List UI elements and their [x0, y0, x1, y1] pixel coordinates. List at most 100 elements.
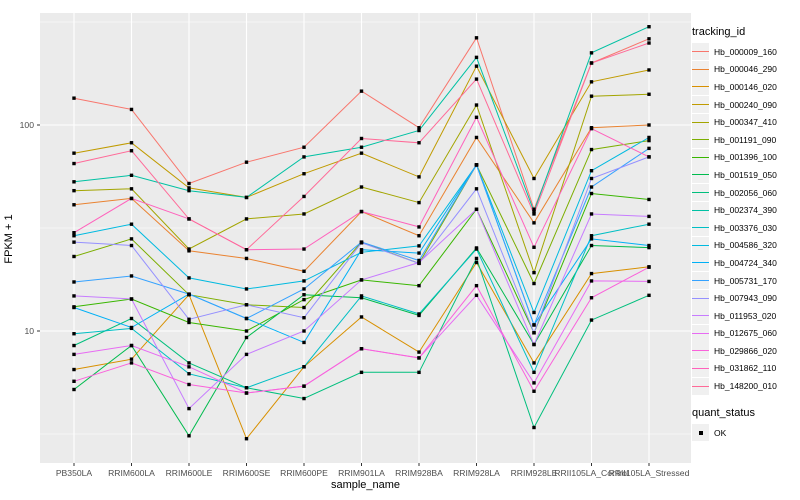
data-point — [129, 343, 134, 348]
data-point — [532, 212, 536, 216]
data-point — [302, 212, 306, 216]
legend-item-label: Hb_002374_390 — [714, 205, 777, 216]
data-point — [532, 281, 536, 286]
data-point — [417, 312, 421, 316]
data-point — [187, 188, 191, 193]
legend-item-label: Hb_004586_320 — [714, 240, 777, 251]
data-point — [417, 260, 421, 265]
data-point — [647, 279, 651, 284]
x-tick-label: RRIM600LE — [166, 468, 213, 478]
data-point — [244, 329, 249, 333]
data-point — [72, 332, 76, 336]
legend-key-icon — [692, 324, 709, 342]
data-point — [647, 37, 651, 41]
data-point — [302, 155, 306, 159]
data-point — [417, 128, 421, 133]
data-point — [589, 271, 594, 276]
data-point — [72, 234, 76, 238]
data-point — [532, 176, 536, 181]
data-point — [129, 149, 134, 153]
legend-key-icon — [692, 78, 709, 96]
data-point — [302, 145, 306, 149]
x-tick-label: RRIM928BA — [395, 468, 443, 478]
data-point — [129, 107, 134, 112]
data-point — [302, 396, 306, 401]
y-tick-label: 10 — [24, 326, 34, 336]
legend-item-Hb_000046_290: Hb_000046_290 — [692, 60, 800, 79]
data-point — [417, 283, 421, 288]
data-point — [302, 365, 306, 369]
data-point — [589, 234, 594, 238]
legend-item-Hb_000009_160: Hb_000009_160 — [692, 43, 800, 61]
data-point — [359, 278, 364, 282]
data-point — [647, 214, 651, 219]
data-point — [129, 196, 134, 201]
data-point — [417, 141, 421, 145]
data-point — [589, 243, 594, 248]
data-point — [474, 207, 479, 211]
data-point — [589, 296, 594, 300]
legend-line-sample — [692, 262, 709, 264]
legend-key-icon — [692, 289, 709, 307]
data-point — [129, 141, 134, 145]
data-point — [72, 387, 76, 392]
legend-key-icon — [692, 307, 709, 325]
data-point — [647, 138, 651, 143]
data-point — [72, 254, 76, 259]
data-point — [359, 248, 364, 252]
data-point — [647, 135, 651, 140]
data-point — [647, 245, 651, 250]
data-point — [129, 316, 134, 321]
quant-status-key — [692, 424, 709, 442]
legend-line-sample — [692, 367, 709, 369]
data-point — [647, 155, 651, 159]
data-point — [72, 161, 76, 166]
data-point — [244, 391, 249, 395]
data-point — [187, 320, 191, 325]
legend-item-label: Hb_000240_090 — [714, 99, 777, 110]
data-point — [244, 217, 249, 221]
legend-key-icon — [692, 60, 709, 78]
data-point — [417, 350, 421, 354]
legend-item-Hb_003376_030: Hb_003376_030 — [692, 219, 800, 237]
data-point — [532, 245, 536, 249]
data-point — [72, 305, 76, 310]
data-point — [417, 200, 421, 205]
data-point — [532, 310, 536, 315]
data-point — [187, 181, 191, 186]
data-point — [187, 186, 191, 190]
legend-item-ok: OK — [692, 424, 800, 442]
legend-item-Hb_001519_050: Hb_001519_050 — [692, 166, 800, 184]
data-point — [474, 103, 479, 107]
data-point — [532, 381, 536, 385]
data-point — [302, 293, 306, 297]
legend-line-sample — [692, 332, 709, 334]
data-point — [474, 163, 479, 167]
data-point — [72, 240, 76, 244]
data-point — [129, 325, 134, 330]
data-point — [417, 356, 421, 360]
data-point — [72, 280, 76, 284]
legend-item-label: Hb_029866_020 — [714, 345, 777, 356]
legend-key-icon — [692, 201, 709, 219]
data-point — [589, 237, 594, 241]
data-point — [187, 247, 191, 251]
data-point — [244, 287, 249, 291]
data-point — [417, 370, 421, 375]
legend-line-sample — [692, 350, 709, 352]
legend-item-Hb_004586_320: Hb_004586_320 — [692, 236, 800, 255]
data-point — [589, 176, 594, 181]
legend-line-sample — [692, 385, 709, 387]
data-point — [72, 352, 76, 357]
legend-line-sample — [692, 86, 709, 88]
data-point — [72, 231, 76, 235]
legend-item-Hb_031862_110: Hb_031862_110 — [692, 359, 800, 378]
data-point — [589, 191, 594, 196]
data-point — [72, 151, 76, 155]
data-point — [129, 187, 134, 191]
data-point — [129, 222, 134, 226]
data-point — [532, 270, 536, 275]
data-point — [647, 25, 651, 29]
